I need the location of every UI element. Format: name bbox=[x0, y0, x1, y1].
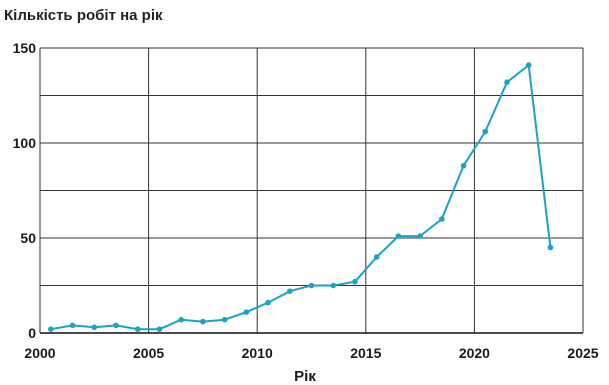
data-point bbox=[113, 322, 119, 329]
x-tick-label: 2005 bbox=[133, 345, 164, 361]
data-point bbox=[330, 282, 337, 289]
data-point bbox=[460, 163, 467, 169]
y-tick-label: 100 bbox=[13, 135, 37, 151]
data-point bbox=[504, 79, 510, 85]
data-point bbox=[69, 322, 76, 329]
data-point bbox=[547, 244, 554, 251]
y-tick-label: 50 bbox=[20, 230, 36, 246]
series-line bbox=[50, 64, 552, 331]
grid-lines bbox=[39, 47, 584, 334]
series-group bbox=[48, 62, 554, 333]
data-point bbox=[373, 254, 380, 260]
data-point bbox=[308, 282, 315, 289]
data-point bbox=[265, 299, 271, 306]
data-point bbox=[178, 316, 184, 323]
chart-title: Кількість робіт на рік bbox=[4, 7, 163, 24]
data-point bbox=[221, 316, 228, 323]
data-point bbox=[482, 128, 489, 135]
data-point bbox=[417, 233, 423, 239]
x-axis-ticks: 2000 2005 2010 2015 2020 2025 bbox=[24, 345, 598, 361]
data-point bbox=[439, 216, 445, 222]
data-point bbox=[48, 326, 54, 333]
data-point bbox=[91, 324, 98, 331]
data-point bbox=[243, 309, 250, 315]
x-tick-label: 2015 bbox=[350, 345, 381, 361]
data-point bbox=[352, 278, 358, 285]
x-axis-label: Рік bbox=[294, 368, 316, 385]
y-tick-label: 150 bbox=[13, 40, 37, 56]
x-tick-label: 2010 bbox=[242, 345, 273, 361]
data-point bbox=[395, 233, 402, 239]
x-tick-label: 2000 bbox=[24, 345, 55, 361]
data-point bbox=[525, 62, 532, 68]
x-tick-label: 2025 bbox=[567, 345, 598, 361]
y-axis-ticks: 0 50 100 150 bbox=[13, 40, 37, 341]
data-point bbox=[286, 288, 293, 295]
x-tick-label: 2020 bbox=[459, 345, 490, 361]
data-point bbox=[134, 326, 141, 333]
data-point bbox=[200, 318, 206, 325]
data-point bbox=[156, 326, 163, 333]
y-tick-label: 0 bbox=[28, 325, 36, 341]
